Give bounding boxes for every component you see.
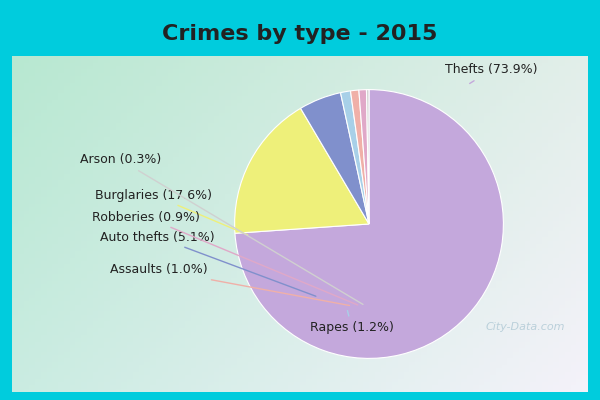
Text: Crimes by type - 2015: Crimes by type - 2015: [163, 24, 437, 44]
Wedge shape: [341, 91, 369, 224]
Text: Robberies (0.9%): Robberies (0.9%): [92, 210, 358, 305]
Text: Assaults (1.0%): Assaults (1.0%): [110, 264, 350, 306]
Text: Thefts (73.9%): Thefts (73.9%): [445, 64, 538, 84]
Wedge shape: [235, 90, 503, 358]
Wedge shape: [301, 93, 369, 224]
Text: City-Data.com: City-Data.com: [485, 322, 565, 332]
Wedge shape: [350, 90, 369, 224]
Text: Burglaries (17.6%): Burglaries (17.6%): [95, 188, 248, 235]
Wedge shape: [359, 90, 369, 224]
Text: Arson (0.3%): Arson (0.3%): [80, 154, 363, 304]
Wedge shape: [235, 108, 369, 233]
Text: Rapes (1.2%): Rapes (1.2%): [310, 311, 394, 334]
Wedge shape: [367, 90, 369, 224]
Text: Auto thefts (5.1%): Auto thefts (5.1%): [100, 230, 316, 296]
